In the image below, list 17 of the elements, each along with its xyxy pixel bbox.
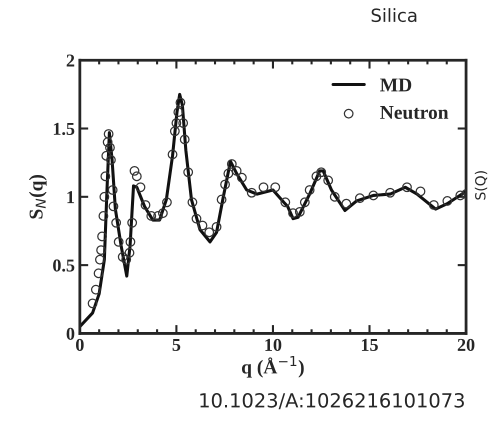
x-tick-label: 0 <box>76 338 84 351</box>
legend-label: MD <box>380 78 412 92</box>
x-tick-label: 20 <box>458 338 474 351</box>
y-tick-label: 1.5 <box>54 122 74 136</box>
y2-axis-title: S(Q) <box>474 171 488 200</box>
y-tick-label: 0.5 <box>53 259 74 272</box>
y-tick-label: 2 <box>66 54 74 66</box>
x-tick-label: 15 <box>362 338 378 351</box>
x-tick-label: 10 <box>265 338 282 351</box>
y-tick-label: 1 <box>67 191 74 204</box>
x-axis-title: q (Å$^{−1}$) <box>242 356 304 378</box>
y-tick-label: 0 <box>66 328 74 340</box>
y-axis-title: S$_{N}$(q) <box>28 174 47 219</box>
x-tick-label: 5 <box>172 339 180 351</box>
text: 10.1023/A:1026216101073 <box>200 392 464 410</box>
legend-label: Neutron <box>380 106 448 120</box>
chart-title: Silica <box>372 8 416 22</box>
